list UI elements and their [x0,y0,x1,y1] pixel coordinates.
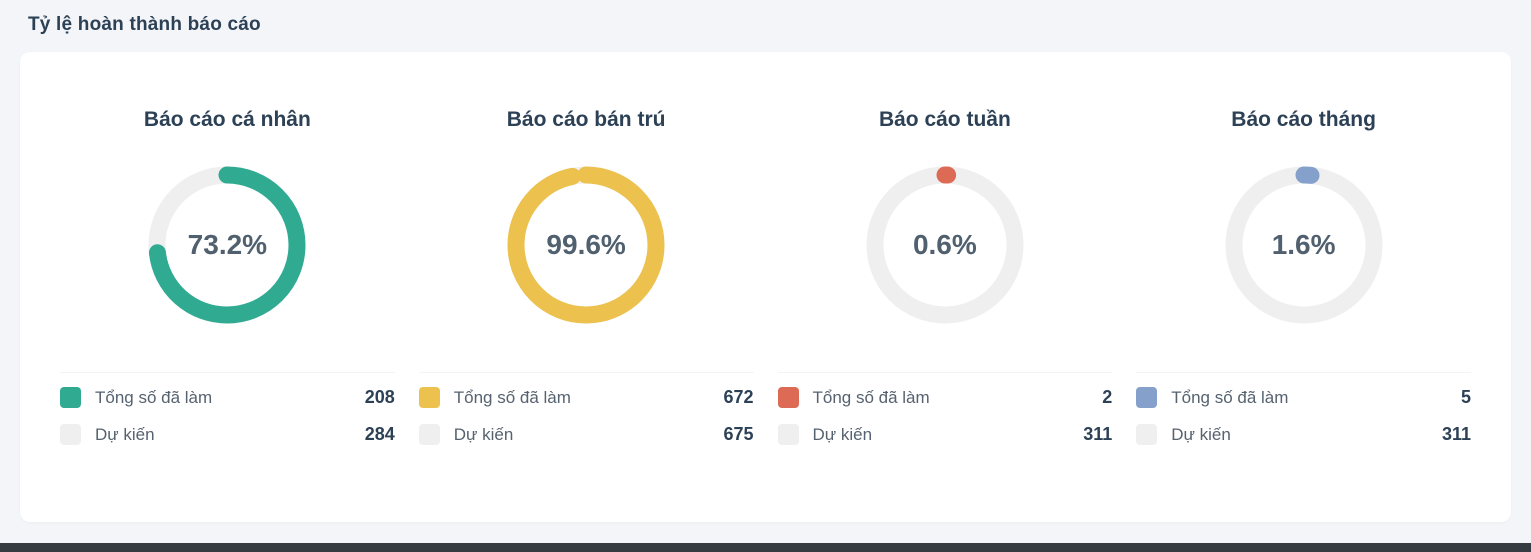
done-label: Tổng số đã làm [453,387,571,407]
report-column-ca-nhan: Báo cáo cá nhân 73.2% Tổng số đã làm 208 [60,92,395,494]
donut-arc [507,166,665,324]
chart-title: Báo cáo bán trú [506,108,666,131]
donut-svg [866,166,1024,324]
legend-row-expected: Dự kiến 311 [1136,424,1471,445]
done-swatch [777,387,799,408]
donut-svg [507,166,665,324]
expected-label: Dự kiến [95,424,155,444]
done-swatch [418,387,440,408]
expected-value: 675 [723,424,754,444]
chart-title: Báo cáo tuần [878,108,1011,131]
percent-label: 0.6% [912,229,977,260]
expected-value: 284 [364,424,395,444]
expected-swatch [60,424,81,445]
percent-label: 99.6% [546,229,626,260]
done-value: 208 [364,387,395,407]
expected-swatch [777,424,799,445]
donut-chart: 0.6% [860,160,1030,330]
chart-columns: Báo cáo cá nhân 73.2% Tổng số đã làm 208 [60,92,1471,494]
donut-svg [148,166,306,324]
percent-label: 73.2% [187,229,268,260]
legend-row-done: Tổng số đã làm 2 [777,387,1113,408]
chart-title: Báo cáo tháng [1231,108,1376,131]
donut-chart: 73.2% [142,160,312,330]
donut-arc [866,166,1024,324]
percent-label: 1.6% [1271,229,1336,260]
donut-arc [148,166,306,324]
done-value: 5 [1460,387,1471,407]
donut-svg [1225,166,1383,324]
expected-label: Dự kiến [453,424,514,444]
done-label: Tổng số đã làm [1171,387,1289,407]
legend-row-done: Tổng số đã làm 208 [60,387,395,408]
done-value: 2 [1102,387,1113,407]
legend-row-expected: Dự kiến 284 [60,424,395,445]
report-column-tuan: Báo cáo tuần 0.6% Tổng số đã làm 2 [777,92,1113,494]
report-column-thang: Báo cáo tháng 1.6% Tổng số đã làm 5 [1136,92,1471,494]
expected-label: Dự kiến [812,424,873,444]
expected-swatch [418,424,440,445]
legend-row-expected: Dự kiến 675 [418,424,754,445]
report-column-ban-tru: Báo cáo bán trú 99.6% Tổng số đã làm 672 [418,92,754,494]
legend: Tổng số đã làm 5 Dự kiến 311 [1136,372,1471,445]
donut-arc [1225,166,1383,324]
page-title: Tỷ lệ hoàn thành báo cáo [28,14,261,35]
legend-row-done: Tổng số đã làm 5 [1136,387,1471,408]
legend-row-done: Tổng số đã làm 672 [418,387,754,408]
done-swatch [1136,387,1158,408]
expected-swatch [1136,424,1158,445]
legend: Tổng số đã làm 208 Dự kiến 284 [60,372,395,445]
bottom-edge-strip [0,543,1531,552]
done-label: Tổng số đã làm [812,387,930,407]
done-label: Tổng số đã làm [95,387,213,407]
expected-label: Dự kiến [1171,424,1231,444]
report-completion-card: Báo cáo cá nhân 73.2% Tổng số đã làm 208 [20,52,1511,522]
donut-chart: 1.6% [1219,160,1389,330]
chart-title: Báo cáo cá nhân [143,108,311,131]
expected-value: 311 [1083,424,1113,444]
legend-row-expected: Dự kiến 311 [777,424,1113,445]
legend: Tổng số đã làm 672 Dự kiến 675 [418,372,754,445]
done-swatch [60,387,81,408]
done-value: 672 [723,387,754,407]
expected-value: 311 [1441,424,1471,444]
legend: Tổng số đã làm 2 Dự kiến 311 [777,372,1113,445]
donut-chart: 99.6% [501,160,671,330]
